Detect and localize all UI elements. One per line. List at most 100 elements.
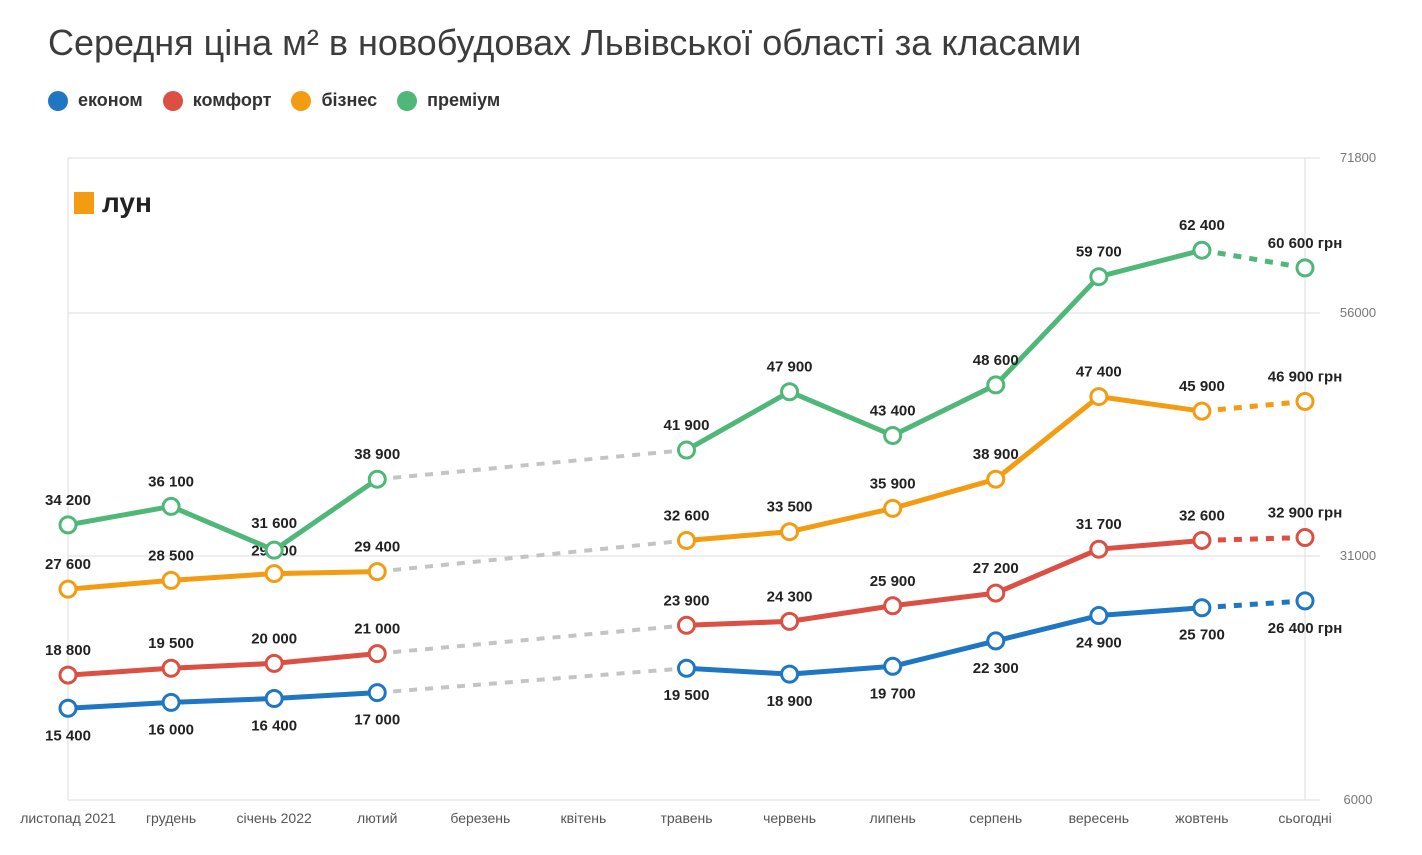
data-point <box>780 664 800 684</box>
data-point <box>883 656 903 676</box>
legend-item-premium[interactable]: преміум <box>397 90 500 111</box>
data-label: 36 100 <box>148 473 194 490</box>
data-point <box>1192 530 1212 550</box>
series-forecast-line <box>1201 598 1306 611</box>
data-point <box>58 698 78 718</box>
data-label: 25 700 <box>1179 627 1225 644</box>
data-label: 33 500 <box>767 499 813 516</box>
data-label: 15 400 <box>45 727 91 744</box>
data-label: 34 200 <box>45 492 91 509</box>
data-point <box>264 564 284 584</box>
data-point <box>367 469 387 489</box>
data-point <box>58 665 78 685</box>
data-point <box>161 658 181 678</box>
data-point <box>677 440 696 460</box>
data-point <box>986 469 1006 489</box>
series-економ: 15 400 16 000 16 400 17 000 19 500 18 900 19 7… <box>45 591 1343 744</box>
legend-label-econom: економ <box>78 90 143 110</box>
data-label: 31 600 <box>251 515 297 532</box>
legend-label-business: бізнес <box>321 90 378 110</box>
series-преміум: 34 200 36 100 31 600 38 900 41 900 47 900 43 4… <box>45 217 1342 560</box>
series-line <box>65 651 380 678</box>
data-point <box>161 496 181 516</box>
data-label: 17 000 <box>354 712 400 729</box>
data-label: 46 900 грн <box>1268 368 1343 385</box>
data-point <box>1295 591 1315 611</box>
data-label: 16 400 <box>251 717 297 734</box>
data-label: 16 000 <box>148 721 194 738</box>
data-label: 26 400 грн <box>1268 620 1343 637</box>
data-point <box>986 583 1006 603</box>
legend-label-comfort: комфорт <box>192 90 272 110</box>
x-tick-label: вересень <box>1069 810 1129 826</box>
data-point <box>367 562 387 582</box>
data-point <box>780 382 800 402</box>
x-tick-label: червень <box>763 810 816 826</box>
x-tick-label: травень <box>660 810 712 826</box>
series-forecast-line <box>1201 247 1306 271</box>
x-tick-label: серпень <box>969 810 1022 826</box>
data-point <box>883 425 903 445</box>
data-label: 24 300 <box>767 588 813 605</box>
data-label: 41 900 <box>664 417 710 434</box>
data-label: 32 600 <box>664 507 710 524</box>
data-point <box>367 644 387 664</box>
series-line <box>684 394 1205 543</box>
data-label: 29 400 <box>354 539 400 556</box>
data-point <box>161 692 181 712</box>
data-point <box>1089 606 1109 626</box>
data-label: 27 200 <box>973 560 1019 577</box>
legend: економ комфорт бізнес преміум <box>48 90 520 111</box>
legend-item-business[interactable]: бізнес <box>291 90 377 111</box>
data-label: 25 900 <box>870 573 916 590</box>
data-label: 28 500 <box>148 547 194 564</box>
data-label: 22 300 <box>973 660 1019 677</box>
data-point <box>1192 598 1212 618</box>
data-label: 19 700 <box>870 685 916 702</box>
data-label: 45 900 <box>1179 378 1225 395</box>
data-label: 47 900 <box>767 359 813 376</box>
x-tick-label: березень <box>450 810 510 826</box>
series-gap-line <box>377 623 687 656</box>
data-point <box>264 540 284 560</box>
y-tick-label: 31000 <box>1340 548 1376 563</box>
data-point <box>1192 401 1212 421</box>
data-point <box>986 375 1006 395</box>
x-tick-label: січень 2022 <box>237 810 312 826</box>
data-point <box>1295 258 1315 278</box>
x-tick-label: липень <box>869 810 915 826</box>
data-label: 38 900 <box>354 446 400 463</box>
chart-title: Середня ціна м² в новобудовах Львівської… <box>48 22 1082 63</box>
data-point <box>1089 539 1109 559</box>
legend-item-econom[interactable]: економ <box>48 90 143 111</box>
data-point <box>58 515 78 535</box>
data-point <box>1295 391 1315 411</box>
data-point <box>883 596 903 616</box>
series-gap-line <box>377 448 687 482</box>
data-point <box>883 498 903 518</box>
data-point <box>1089 387 1109 407</box>
legend-item-comfort[interactable]: комфорт <box>162 90 272 111</box>
data-point <box>986 631 1006 651</box>
data-label: 20 000 <box>251 630 297 647</box>
logo-text: лун <box>102 187 152 218</box>
data-point <box>677 658 696 678</box>
data-label: 32 600 <box>1179 507 1225 524</box>
data-label: 43 400 <box>870 402 916 419</box>
data-label: 19 500 <box>148 635 194 652</box>
data-point <box>367 683 387 703</box>
y-tick-label: 6000 <box>1344 792 1373 807</box>
series-forecast-line <box>1201 535 1306 543</box>
x-tick-label: жовтень <box>1175 810 1228 826</box>
series-line <box>684 247 1205 453</box>
legend-label-premium: преміум <box>427 90 501 110</box>
data-point <box>1089 267 1109 287</box>
series-комфорт: 18 800 19 500 20 000 21 000 23 900 24 300 25 9… <box>45 505 1342 685</box>
data-label: 48 600 <box>973 352 1019 369</box>
series-line <box>65 476 380 553</box>
series-line <box>65 690 380 711</box>
legend-marker-business <box>291 90 312 111</box>
legend-marker-premium <box>397 90 418 111</box>
